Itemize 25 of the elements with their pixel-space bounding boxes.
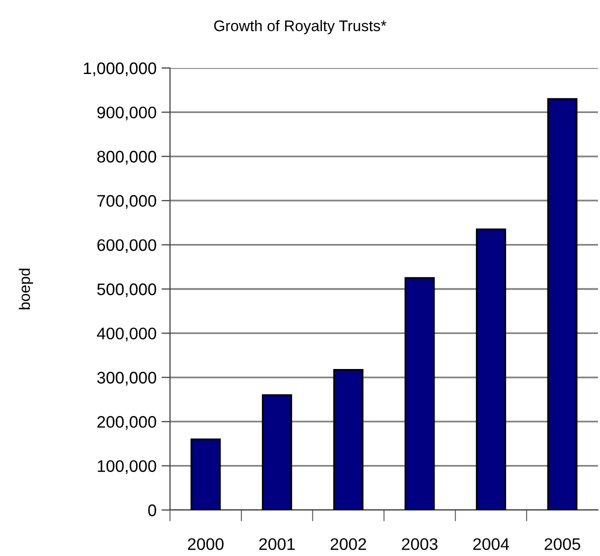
bar	[547, 98, 578, 510]
x-tick-label: 2002	[330, 538, 366, 550]
y-tick-label: 1,000,000	[84, 62, 156, 76]
y-tick-label: 0	[148, 504, 156, 516]
y-tick-label: 800,000	[97, 150, 156, 165]
y-tick-label: 100,000	[98, 460, 156, 474]
y-axis-title: boepd	[18, 268, 34, 310]
x-tick-label: 2001	[259, 538, 295, 550]
bar	[476, 228, 506, 510]
y-tick-label: 300,000	[97, 372, 156, 386]
x-tick-label: 2003	[402, 538, 438, 550]
y-tick-label: 200,000	[97, 416, 156, 430]
bar	[333, 369, 364, 510]
bar	[404, 277, 435, 510]
x-tick-label: 2005	[544, 538, 580, 550]
chart-title: Growth of Royalty Trusts*	[214, 20, 386, 34]
x-tick-label: 2000	[188, 538, 224, 550]
bar	[262, 394, 292, 510]
y-tick-label: 900,000	[97, 106, 156, 120]
y-tick-label: 700,000	[97, 195, 156, 209]
y-tick-label: 500,000	[97, 283, 156, 298]
x-tick-label: 2004	[473, 538, 510, 550]
y-tick-label: 600,000	[97, 239, 156, 253]
y-tick-label: 400,000	[96, 328, 156, 342]
bar	[190, 438, 221, 510]
